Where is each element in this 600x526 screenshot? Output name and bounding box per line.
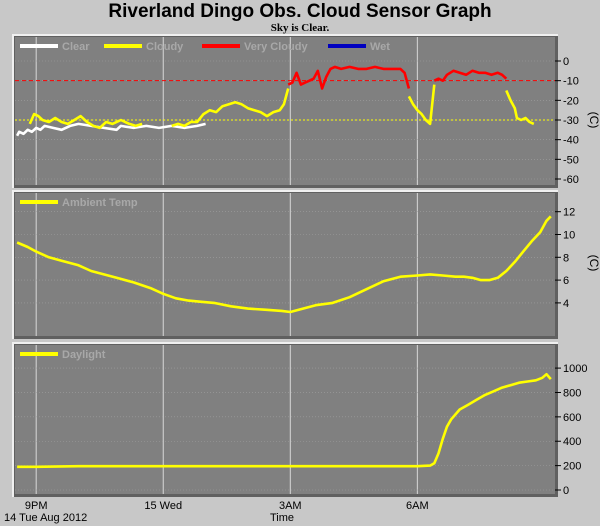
legend-entry: Ambient Temp	[62, 197, 138, 209]
y-tick-label: -30	[563, 115, 579, 127]
y-tick-label: -10	[563, 76, 579, 88]
y-tick-label: -20	[563, 95, 579, 107]
series-line-0-6	[505, 89, 535, 126]
series-line-0-3	[287, 65, 411, 90]
y-tick-label: -50	[563, 154, 579, 166]
panel-bg-2	[15, 345, 555, 494]
legend-entry: Daylight	[62, 349, 106, 361]
y-axis-unit: (C)	[587, 255, 600, 272]
legend-entry: Clear	[62, 41, 90, 53]
x-tick-label: 3AM	[279, 500, 302, 512]
series-line-2-0	[17, 372, 552, 469]
y-tick-label: -40	[563, 135, 579, 147]
series-line-0-1	[28, 112, 143, 130]
sky-status: Sky is Clear.	[270, 22, 330, 34]
x-tick-label: 6AM	[406, 500, 429, 512]
y-tick-label: 6	[563, 275, 569, 287]
y-tick-label: 10	[563, 230, 575, 242]
x-axis-label: Time	[270, 512, 295, 524]
x-tick-label: 9PM	[25, 500, 48, 512]
series-line-0-5	[433, 69, 508, 82]
panel-bg-1	[15, 193, 555, 336]
panel-bg-0	[15, 37, 555, 185]
series-line-0-4	[407, 84, 436, 126]
y-tick-label: -60	[563, 174, 579, 186]
y-axis-unit: (C)	[587, 112, 600, 129]
y-tick-label: 200	[563, 461, 581, 473]
legend-entry: Cloudy	[146, 41, 184, 53]
x-tick-label: 15 Wed	[144, 500, 182, 512]
y-tick-label: 600	[563, 412, 581, 424]
series-line-0-2	[171, 88, 290, 128]
y-tick-label: 12	[563, 207, 575, 219]
y-tick-label: 0	[563, 56, 569, 68]
chart-title: Riverland Dingo Obs. Cloud Sensor Graph	[108, 1, 492, 22]
y-tick-label: 800	[563, 387, 581, 399]
y-tick-label: 1000	[563, 363, 587, 375]
y-tick-label: 0	[563, 485, 569, 497]
legend-entry: Very Cloudy	[244, 41, 308, 53]
series-line-0-0	[15, 122, 206, 137]
y-tick-label: 4	[563, 298, 569, 310]
y-tick-label: 8	[563, 252, 569, 264]
legend-entry: Wet	[370, 41, 390, 53]
date-label: 14 Tue Aug 2012	[4, 512, 88, 524]
series-line-1-0	[16, 215, 552, 314]
y-tick-label: 400	[563, 436, 581, 448]
